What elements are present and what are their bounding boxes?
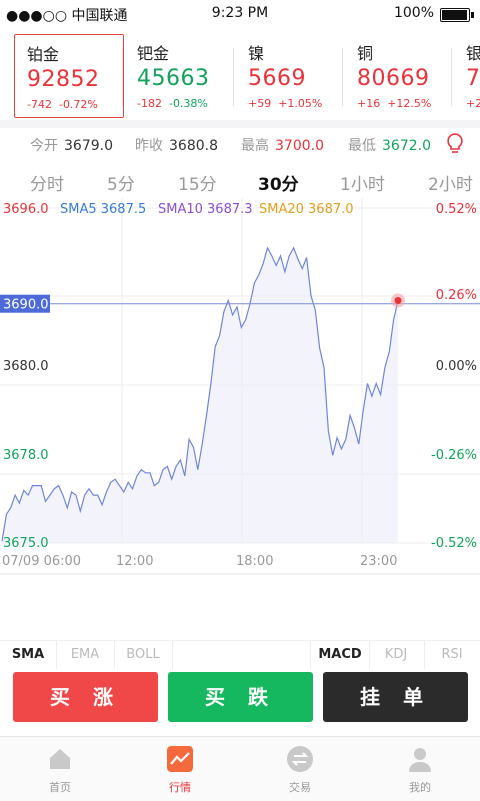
ticker-delta: -182 xyxy=(137,97,162,110)
ticker-name: 铂金 xyxy=(27,45,60,64)
divider xyxy=(233,48,234,106)
last-point xyxy=(394,297,402,305)
nav-market[interactable]: 行情 xyxy=(120,737,240,801)
nav-profile[interactable]: 我的 xyxy=(360,737,480,801)
buy-down-button[interactable]: 买 跌 xyxy=(168,672,313,722)
ticker-name: 铜 xyxy=(357,44,374,63)
divider xyxy=(342,48,343,106)
ticker-palladium[interactable]: 钯金 45663 -182 -0.38% xyxy=(122,34,235,118)
stat-prev-close: 昨收 3680.8 xyxy=(135,138,218,154)
ticker-copper[interactable]: 铜 80669 +16 +12.5% xyxy=(342,34,455,118)
ticker-delta: -742 xyxy=(27,98,52,111)
y-tick-label-right: 0.52% xyxy=(436,202,477,217)
tab-period-active[interactable]: 30分 xyxy=(258,175,299,195)
tab-kdj[interactable]: KDJ xyxy=(368,641,425,669)
ticker-nickel[interactable]: 镍 5669 +59 +1.05% xyxy=(233,34,346,118)
y-tick-label-right: 0.26% xyxy=(436,288,477,303)
ticker-pct: -0.72% xyxy=(58,98,98,111)
tab-rsi[interactable]: RSI xyxy=(441,647,463,662)
carrier: ●●●○○ 中国联通 xyxy=(6,8,128,24)
legend-sma5: SMA5 3687.5 xyxy=(60,202,146,217)
ticker-price: 7 xyxy=(466,66,480,91)
y-tick-label-right: 0.00% xyxy=(436,359,477,374)
home-icon xyxy=(50,749,70,769)
battery-icon xyxy=(440,8,474,22)
y-tick-label-right: -0.52% xyxy=(431,536,477,551)
place-order-button[interactable]: 挂 单 xyxy=(323,672,468,722)
ticker-price: 80669 xyxy=(357,66,430,91)
y-tick-label-right: -0.26% xyxy=(431,448,477,463)
chart-trend-icon xyxy=(167,746,193,772)
trade-actions: 买 涨 买 跌 挂 单 xyxy=(0,670,480,730)
price-line xyxy=(1,246,399,542)
ticker-pct: +12.5% xyxy=(387,97,432,110)
tab-ema[interactable]: EMA xyxy=(56,641,115,669)
status-time: 9:23 PM xyxy=(211,5,269,21)
price-area xyxy=(2,247,398,543)
battery-percent: 100% xyxy=(393,5,434,21)
exchange-icon xyxy=(287,746,313,772)
nav-trade[interactable]: 交易 xyxy=(240,737,360,801)
ticker-silver[interactable]: 银 7 +2 xyxy=(451,34,480,118)
ticker-name: 银 xyxy=(466,44,480,63)
ticker-strip[interactable]: 铂金 92852 -742 -0.72% 钯金 45663 -182 -0.38… xyxy=(0,28,480,120)
price-chart[interactable]: 3690.0 3696.0 SMA5 3687.5 SMA10 3687.3 SMA20… xyxy=(0,198,480,578)
nav-label: 首页 xyxy=(49,781,71,794)
stat-low: 最低 3672.0 xyxy=(348,138,431,154)
ticker-delta: +59 xyxy=(248,97,272,110)
tab-boll[interactable]: BOLL xyxy=(114,641,173,669)
ticker-price: 92852 xyxy=(27,67,100,92)
y-tick-label-left: 3678.0 xyxy=(3,448,49,463)
tab-macd[interactable]: MACD xyxy=(310,641,370,669)
buy-up-button[interactable]: 买 涨 xyxy=(13,672,158,722)
period-tabs[interactable]: 分时 5分 15分 30分 1小时 2小时 xyxy=(0,164,480,198)
nav-label: 行情 xyxy=(169,781,191,794)
ticker-name: 镍 xyxy=(248,44,265,63)
ticker-platinum[interactable]: 铂金 92852 -742 -0.72% xyxy=(14,34,124,118)
user-icon xyxy=(409,748,431,772)
current-price-value: 3690.0 xyxy=(3,298,49,313)
x-tick-label: 23:00 xyxy=(360,554,397,569)
indicator-tabs[interactable]: SMA EMA BOLL MACD KDJ RSI xyxy=(0,640,480,671)
section-divider xyxy=(0,120,480,128)
nav-label: 我的 xyxy=(409,781,431,794)
ticker-price: 45663 xyxy=(137,66,210,91)
status-bar: ●●●○○ 中国联通 9:23 PM 100% xyxy=(0,0,480,28)
tab-period[interactable]: 5分 xyxy=(107,175,135,195)
stat-high: 最高 3700.0 xyxy=(241,138,324,154)
tab-period[interactable]: 分时 xyxy=(30,175,64,195)
x-tick-label: 12:00 xyxy=(116,554,153,569)
current-price-tag xyxy=(0,294,50,313)
x-tick-label: 18:00 xyxy=(236,554,273,569)
ticker-delta: +16 xyxy=(357,97,381,110)
legend-sma10: SMA10 3687.3 xyxy=(158,202,253,217)
ticker-price: 5669 xyxy=(248,66,306,91)
divider xyxy=(451,48,452,106)
ticker-name: 钯金 xyxy=(137,44,170,63)
lightbulb-icon[interactable] xyxy=(445,132,465,156)
stat-open: 今开 3679.0 xyxy=(30,138,113,154)
legend-last: 3696.0 xyxy=(3,202,49,217)
nav-home[interactable]: 首页 xyxy=(0,737,120,801)
tab-period[interactable]: 15分 xyxy=(178,175,217,195)
y-tick-label-left: 3680.0 xyxy=(3,359,49,374)
ticker-delta: +2 xyxy=(466,97,480,110)
x-tick-label: 07/09 06:00 xyxy=(2,554,81,569)
stats-row: 今开 3679.0 昨收 3680.8 最高 3700.0 最低 3672.0 xyxy=(0,128,480,160)
tab-period[interactable]: 1小时 xyxy=(340,175,385,195)
divider xyxy=(122,48,123,106)
bottom-nav: 首页 行情 交易 我的 xyxy=(0,736,480,801)
legend-sma20: SMA20 3687.0 xyxy=(259,202,354,217)
nav-label: 交易 xyxy=(289,781,311,794)
ticker-pct: -0.38% xyxy=(168,97,208,110)
tab-sma[interactable]: SMA xyxy=(0,641,57,669)
y-tick-label-left: 3675.0 xyxy=(3,536,49,551)
tab-period[interactable]: 2小时 xyxy=(428,175,473,195)
ticker-pct: +1.05% xyxy=(278,97,323,110)
